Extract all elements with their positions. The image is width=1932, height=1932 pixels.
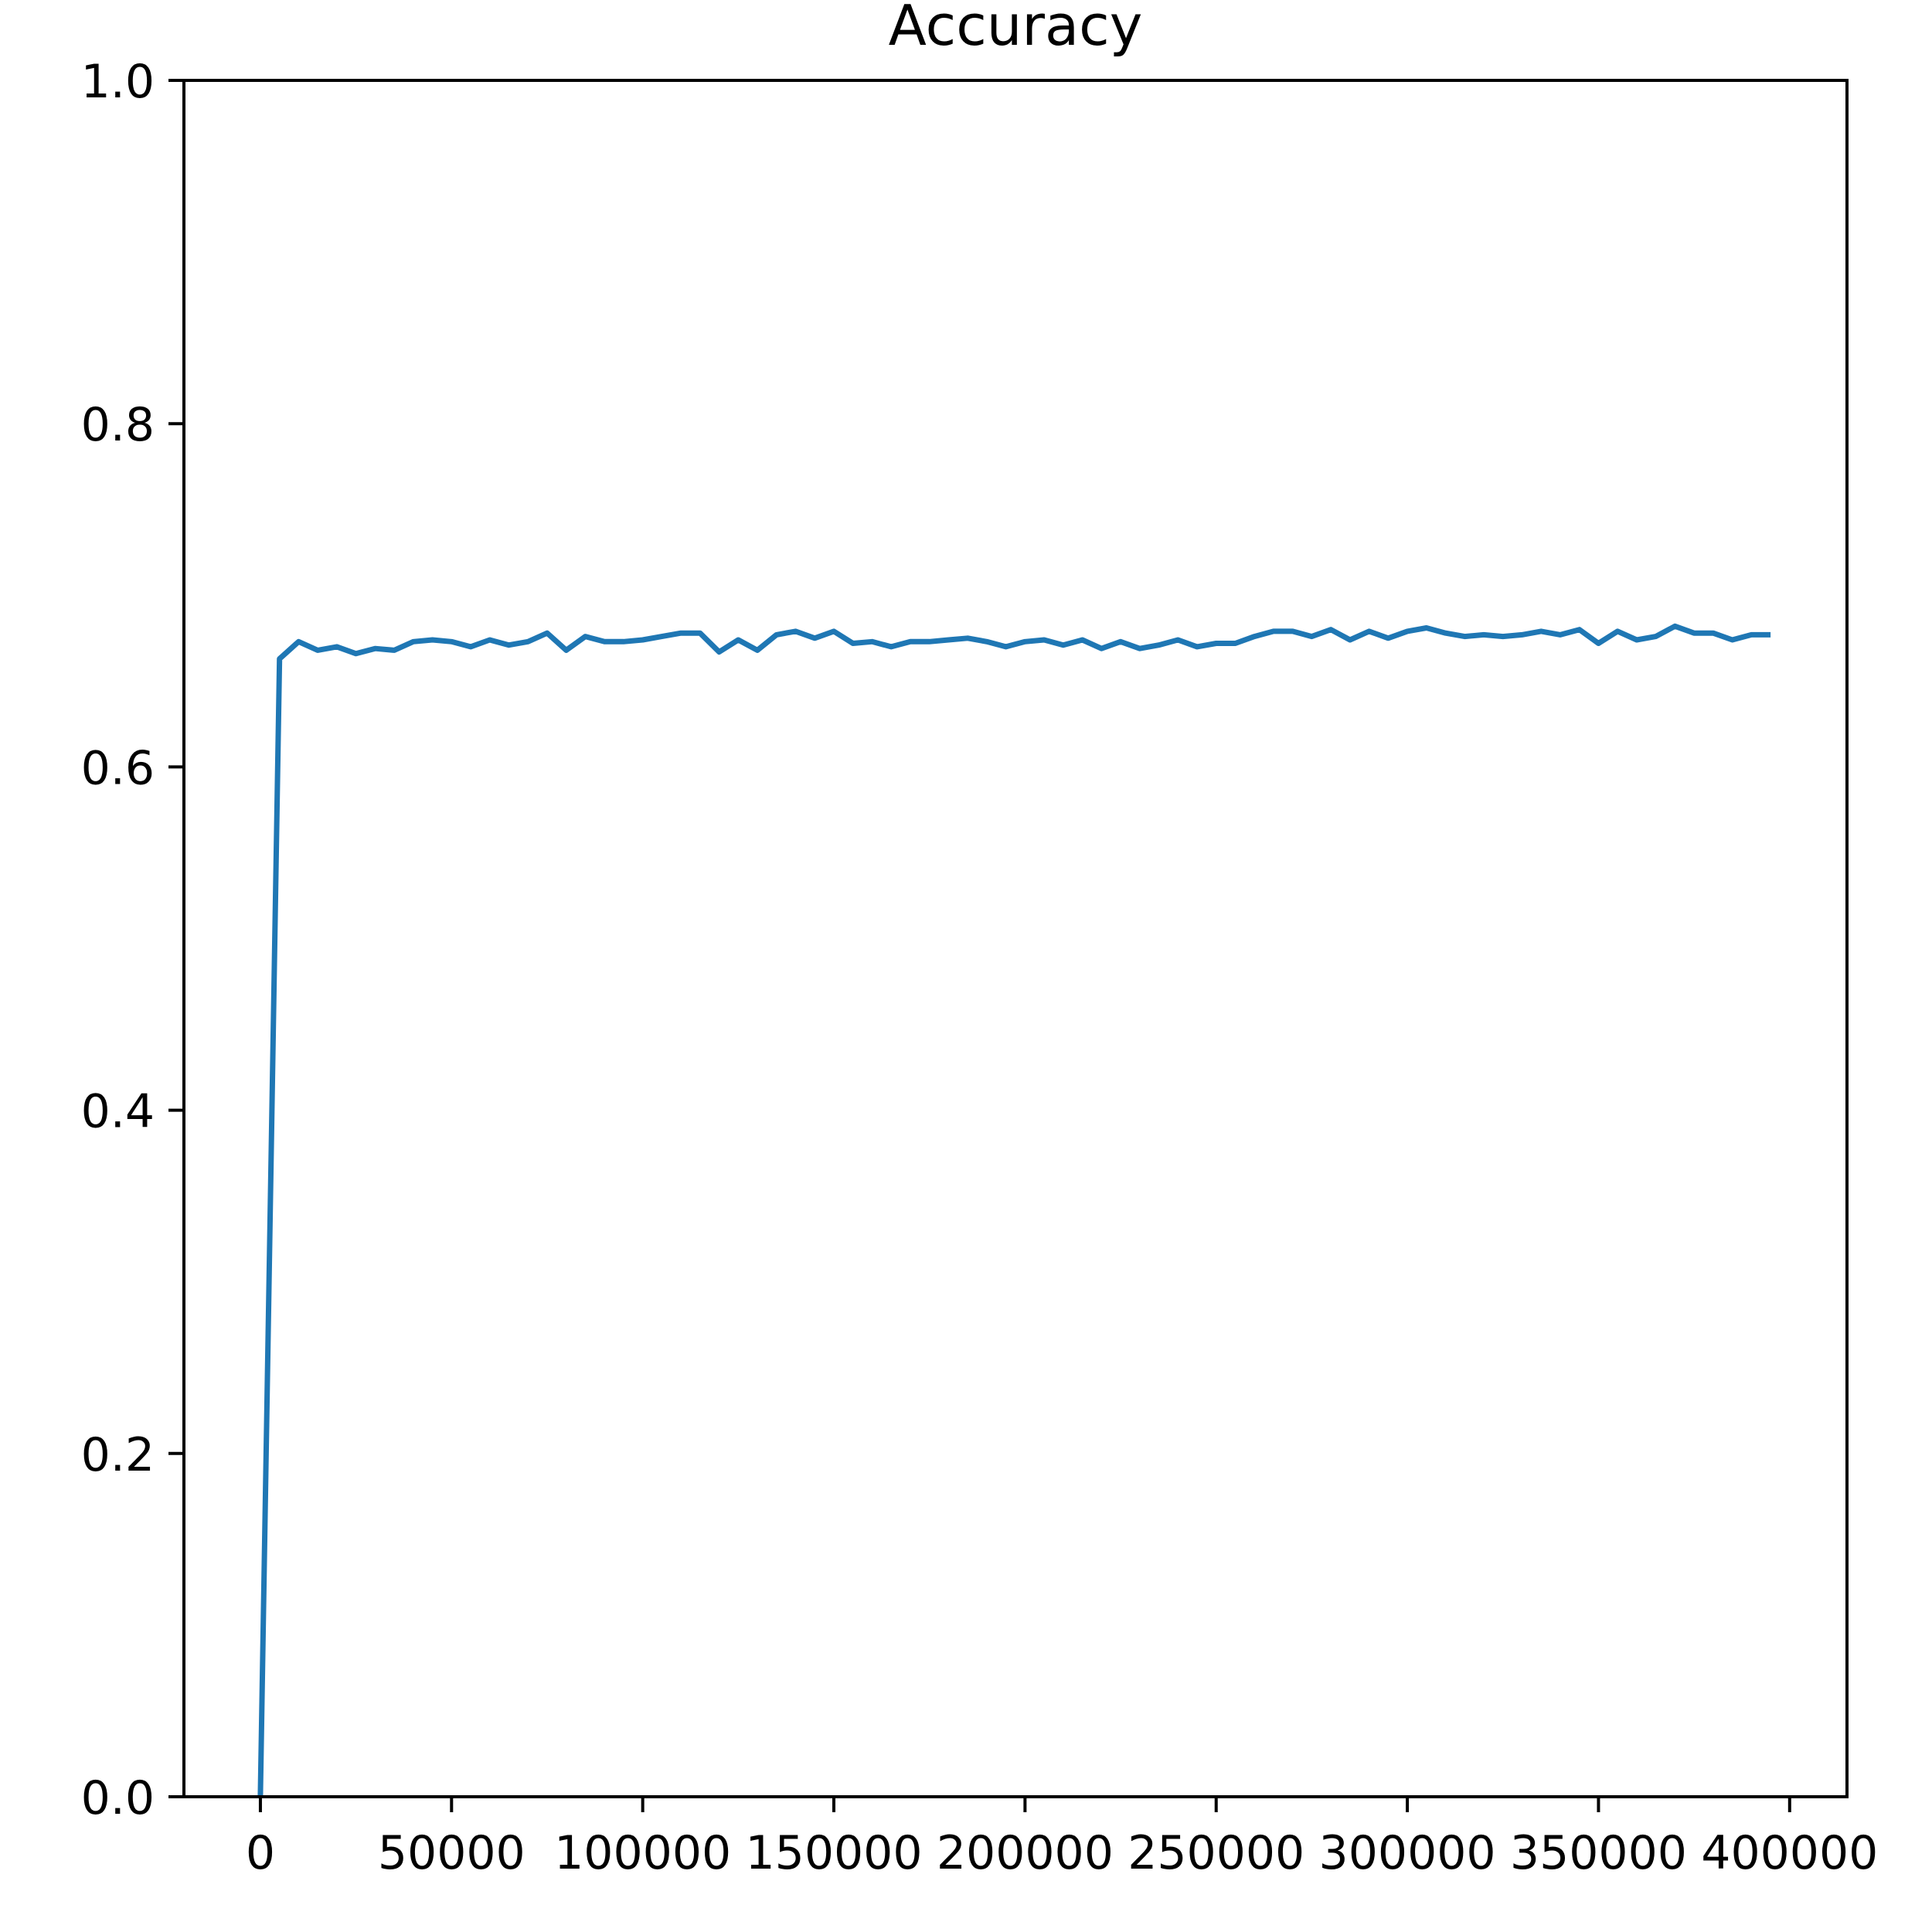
x-tick-label: 200000	[937, 1826, 1114, 1880]
y-tick-label: 1.0	[81, 55, 155, 109]
y-axis: 0.0 0.2 0.4 0.6 0.8 1.0	[81, 55, 184, 1825]
x-tick-label: 100000	[554, 1826, 731, 1880]
chart-title: Accuracy	[889, 0, 1143, 58]
x-tick-label: 300000	[1319, 1826, 1496, 1880]
y-tick-label: 0.4	[81, 1085, 155, 1139]
x-tick-label: 400000	[1701, 1826, 1878, 1880]
y-tick-label: 0.6	[81, 741, 155, 795]
y-tick-label: 0.2	[81, 1428, 155, 1482]
accuracy-series-line	[257, 623, 1771, 1798]
x-tick-label: 350000	[1510, 1826, 1687, 1880]
y-tick-label: 0.8	[81, 398, 155, 452]
x-tick-label: 250000	[1128, 1826, 1304, 1880]
x-tick-label: 150000	[745, 1826, 922, 1880]
x-tick-label: 50000	[378, 1826, 526, 1880]
x-axis: 0 50000 100000 150000 200000 250000 300000 3500…	[246, 1797, 1878, 1880]
x-tick-label: 0	[246, 1826, 275, 1880]
y-tick-label: 0.0	[81, 1771, 155, 1825]
plot-frame	[182, 79, 1849, 1798]
